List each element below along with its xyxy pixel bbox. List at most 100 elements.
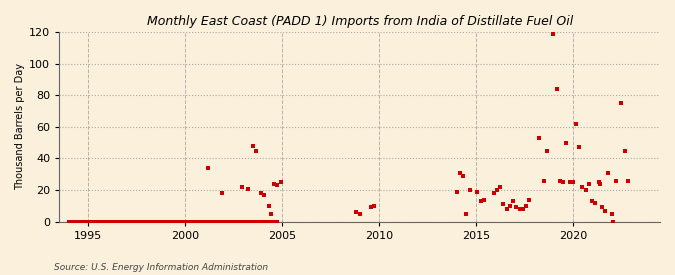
- Point: [472, 189, 483, 194]
- Point: [603, 170, 614, 175]
- Point: [561, 141, 572, 145]
- Point: [74, 219, 84, 224]
- Point: [194, 219, 205, 224]
- Point: [170, 219, 181, 224]
- Point: [118, 219, 129, 224]
- Point: [246, 219, 256, 224]
- Point: [149, 219, 160, 224]
- Point: [119, 219, 130, 224]
- Point: [159, 219, 169, 224]
- Point: [166, 219, 177, 224]
- Point: [240, 219, 250, 224]
- Point: [219, 219, 230, 224]
- Point: [518, 207, 529, 211]
- Point: [616, 101, 626, 105]
- Point: [161, 219, 171, 224]
- Point: [90, 219, 101, 224]
- Point: [354, 212, 365, 216]
- Point: [79, 219, 90, 224]
- Point: [583, 182, 594, 186]
- Point: [611, 178, 622, 183]
- Point: [195, 219, 206, 224]
- Point: [163, 219, 173, 224]
- Point: [558, 180, 568, 184]
- Point: [83, 219, 94, 224]
- Point: [508, 199, 518, 204]
- Point: [178, 219, 189, 224]
- Point: [587, 199, 597, 204]
- Point: [201, 219, 212, 224]
- Point: [199, 219, 210, 224]
- Point: [495, 185, 506, 189]
- Point: [541, 148, 552, 153]
- Point: [257, 219, 268, 224]
- Point: [548, 31, 559, 36]
- Point: [244, 219, 254, 224]
- Point: [97, 219, 107, 224]
- Point: [608, 219, 618, 224]
- Point: [243, 186, 254, 191]
- Point: [153, 219, 163, 224]
- Point: [501, 207, 512, 211]
- Point: [461, 212, 472, 216]
- Point: [114, 219, 125, 224]
- Point: [110, 219, 121, 224]
- Point: [252, 219, 263, 224]
- Point: [72, 219, 82, 224]
- Point: [479, 197, 489, 202]
- Point: [174, 219, 185, 224]
- Point: [77, 219, 88, 224]
- Point: [272, 183, 283, 188]
- Title: Monthly East Coast (PADD 1) Imports from India of Distillate Fuel Oil: Monthly East Coast (PADD 1) Imports from…: [146, 15, 573, 28]
- Point: [266, 219, 277, 224]
- Point: [134, 219, 144, 224]
- Point: [190, 219, 200, 224]
- Point: [597, 205, 608, 210]
- Point: [269, 182, 279, 186]
- Point: [168, 219, 179, 224]
- Point: [458, 174, 468, 178]
- Point: [580, 188, 591, 192]
- Point: [533, 136, 544, 140]
- Point: [600, 208, 611, 213]
- Point: [139, 219, 150, 224]
- Point: [275, 180, 286, 184]
- Point: [103, 219, 113, 224]
- Point: [65, 219, 76, 224]
- Point: [205, 219, 216, 224]
- Point: [197, 219, 208, 224]
- Point: [234, 219, 245, 224]
- Point: [248, 144, 259, 148]
- Point: [112, 219, 123, 224]
- Point: [176, 219, 187, 224]
- Point: [217, 191, 228, 196]
- Point: [236, 185, 247, 189]
- Point: [595, 182, 605, 186]
- Point: [211, 219, 221, 224]
- Point: [68, 219, 78, 224]
- Point: [143, 219, 154, 224]
- Point: [619, 148, 630, 153]
- Point: [520, 204, 531, 208]
- Point: [135, 219, 146, 224]
- Point: [209, 219, 220, 224]
- Point: [504, 204, 515, 208]
- Point: [263, 219, 274, 224]
- Point: [248, 219, 259, 224]
- Point: [106, 219, 117, 224]
- Point: [454, 170, 465, 175]
- Y-axis label: Thousand Barrels per Day: Thousand Barrels per Day: [15, 63, 25, 190]
- Point: [87, 219, 98, 224]
- Point: [213, 219, 223, 224]
- Point: [568, 180, 578, 184]
- Point: [202, 166, 213, 170]
- Point: [75, 219, 86, 224]
- Point: [251, 148, 262, 153]
- Point: [511, 205, 522, 210]
- Point: [63, 219, 74, 224]
- Point: [99, 219, 109, 224]
- Point: [590, 200, 601, 205]
- Point: [269, 219, 280, 224]
- Point: [464, 188, 475, 192]
- Point: [105, 219, 115, 224]
